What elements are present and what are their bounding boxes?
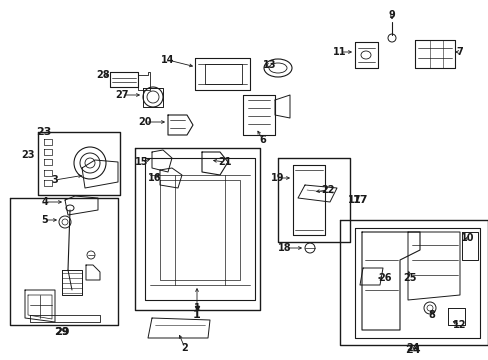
- Text: 24: 24: [406, 343, 419, 353]
- Text: 17: 17: [347, 195, 361, 205]
- Text: 18: 18: [278, 243, 291, 253]
- Text: 21: 21: [218, 157, 231, 167]
- Text: 1: 1: [193, 303, 200, 313]
- Text: 20: 20: [138, 117, 151, 127]
- Text: 23: 23: [21, 150, 35, 160]
- Text: 9: 9: [388, 10, 395, 20]
- Text: 19: 19: [271, 173, 284, 183]
- Text: 4: 4: [41, 197, 48, 207]
- Text: 29: 29: [55, 327, 69, 337]
- Text: 13: 13: [263, 60, 276, 70]
- Text: 29: 29: [54, 327, 70, 337]
- Text: 15: 15: [135, 157, 148, 167]
- Text: 28: 28: [96, 70, 110, 80]
- Text: 22: 22: [321, 185, 334, 195]
- Text: 17: 17: [352, 195, 368, 205]
- Text: 6: 6: [259, 135, 266, 145]
- Text: 1: 1: [193, 310, 201, 320]
- Text: 16: 16: [148, 173, 162, 183]
- Text: 11: 11: [332, 47, 346, 57]
- Text: 14: 14: [161, 55, 174, 65]
- Text: 24: 24: [405, 345, 420, 355]
- Text: 27: 27: [115, 90, 128, 100]
- Text: 26: 26: [378, 273, 391, 283]
- Text: 2: 2: [181, 343, 188, 353]
- Text: 7: 7: [456, 47, 463, 57]
- Text: 10: 10: [460, 233, 474, 243]
- Text: 8: 8: [427, 310, 434, 320]
- Text: 3: 3: [52, 175, 58, 185]
- Text: 12: 12: [452, 320, 466, 330]
- Text: 5: 5: [41, 215, 48, 225]
- Text: 25: 25: [403, 273, 416, 283]
- Text: 23: 23: [36, 127, 51, 137]
